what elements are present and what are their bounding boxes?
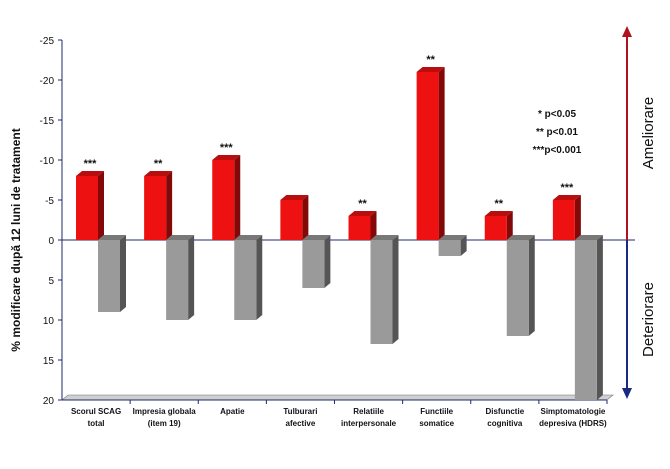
bar-improvement-side (98, 171, 104, 240)
significance-label: *** (84, 158, 98, 170)
legend-entry: ***p<0.001 (533, 145, 582, 156)
y-tick-label: -5 (45, 196, 54, 207)
bar-deterioration-top (166, 235, 195, 240)
bar-deterioration-side (324, 235, 331, 288)
bar-deterioration (98, 240, 120, 312)
bar-deterioration-top (370, 235, 399, 240)
y-tick-label: 20 (43, 396, 55, 407)
bar-deterioration (302, 240, 325, 288)
bar-improvement (484, 216, 507, 240)
bar-deterioration-top (98, 235, 126, 240)
arrow-down-label: Deteriorare (640, 282, 657, 357)
arrow-up-label: Ameliorare (640, 97, 657, 170)
arrow-up-head (622, 26, 632, 37)
bar-improvement (76, 176, 98, 240)
y-tick-label: -15 (40, 116, 55, 127)
bar-deterioration-top (302, 235, 331, 240)
x-tick-label: Simptomatologie (540, 407, 605, 416)
bar-deterioration-side (528, 235, 535, 336)
bar-improvement-top (76, 171, 104, 176)
y-tick-label: 15 (43, 356, 55, 367)
x-tick-label: (item 19) (148, 419, 181, 428)
bar-improvement-side (370, 211, 377, 240)
legend-entry: * p<0.05 (538, 109, 577, 120)
significance-label: ** (494, 198, 503, 210)
y-axis-label: % modificare după 12 luni de tratament (9, 128, 23, 351)
significance-label: ** (358, 198, 367, 210)
bar-improvement (552, 200, 575, 240)
bar-deterioration-top (234, 235, 263, 240)
x-tick-label: afective (286, 419, 316, 428)
bar-deterioration (438, 240, 461, 256)
bar-deterioration (574, 240, 597, 400)
bar-deterioration-top (438, 235, 467, 240)
bar-improvement-side (166, 171, 173, 240)
bar-improvement-top (280, 195, 309, 200)
bar-improvement-side (506, 211, 513, 240)
y-tick-label: 5 (48, 276, 54, 287)
bar-improvement-side (302, 195, 309, 240)
significance-label: ** (154, 158, 163, 170)
arrow-down-head (622, 388, 632, 399)
bar-improvement (348, 216, 371, 240)
y-tick-label: -25 (40, 36, 55, 47)
bar-deterioration-side (188, 235, 195, 320)
x-tick-label: Functiile (420, 407, 453, 416)
y-tick-label: 10 (43, 316, 55, 327)
x-tick-label: somatice (419, 419, 454, 428)
bar-deterioration (234, 240, 257, 320)
x-tick-label: depresiva (HDRS) (539, 419, 607, 428)
bar-deterioration (370, 240, 393, 344)
x-tick-label: Tulburari (283, 407, 317, 416)
significance-label: *** (560, 182, 574, 194)
bar-deterioration (506, 240, 529, 336)
x-tick-label: interpersonale (341, 419, 397, 428)
bar-deterioration-side (392, 235, 399, 344)
x-tick-label: Impresia globala (133, 407, 197, 416)
y-tick-label: -10 (40, 156, 55, 167)
bar-improvement-side (438, 67, 445, 240)
bar-improvement-top (484, 211, 513, 216)
x-tick-label: Apatie (220, 407, 245, 416)
x-tick-label: Disfunctie (485, 407, 524, 416)
bar-improvement (212, 160, 235, 240)
x-tick-label: cognitiva (487, 419, 523, 428)
x-tick-label: Relatiile (353, 407, 384, 416)
y-tick-label: 0 (48, 236, 54, 247)
bar-improvement (144, 176, 167, 240)
bar-improvement-side (234, 155, 241, 240)
bar-improvement-side (574, 195, 581, 240)
bar-deterioration-side (120, 235, 126, 312)
legend-entry: ** p<0.01 (536, 127, 578, 138)
floor-plane (61, 394, 614, 401)
bar-deterioration-side (460, 235, 467, 256)
bar-improvement-top (348, 211, 377, 216)
y-tick-label: -20 (40, 76, 55, 87)
bar-improvement (280, 200, 303, 240)
bar-improvement (416, 72, 439, 240)
bar-deterioration-top (506, 235, 535, 240)
bar-deterioration-top (574, 235, 603, 240)
x-tick-label: Scorul SCAG (71, 407, 121, 416)
x-tick-label: total (88, 419, 105, 428)
bar-improvement-top (212, 155, 241, 160)
significance-label: ** (426, 54, 435, 66)
bar-improvement-top (144, 171, 173, 176)
significance-label: *** (220, 142, 234, 154)
bar-deterioration-side (596, 235, 603, 400)
bar-deterioration-side (256, 235, 263, 320)
bar-deterioration (166, 240, 189, 320)
bar-improvement-top (416, 67, 445, 72)
bar-improvement-top (552, 195, 581, 200)
